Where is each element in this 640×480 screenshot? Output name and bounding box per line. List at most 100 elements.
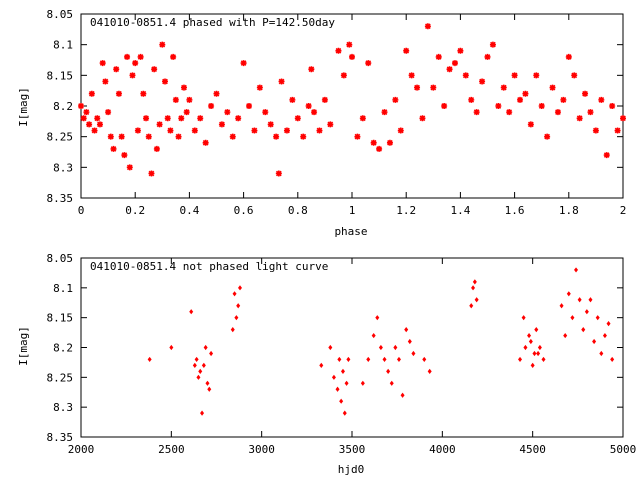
phased-x-tick-label: 1.4 <box>450 204 470 217</box>
phased-light-curve-plot: 041010-0851.4 phased with P=142.50day ph… <box>17 8 626 238</box>
phased-data-point <box>267 121 274 128</box>
phased-data-point <box>598 96 605 103</box>
phased-data-point <box>124 53 131 60</box>
phased-data-point <box>105 109 112 116</box>
phased-data-point <box>446 66 453 73</box>
unphased-data-point <box>236 303 241 309</box>
unphased-y-tick-label: 8.35 <box>47 431 74 444</box>
phased-data-point <box>213 90 220 97</box>
unphased-data-point <box>342 410 347 416</box>
phased-data-point <box>224 109 231 116</box>
phased-data-point <box>162 78 169 85</box>
unphased-data-point <box>169 344 174 351</box>
phased-data-point <box>175 133 182 140</box>
phased-data-point <box>592 127 599 134</box>
phased-data-point <box>614 127 621 134</box>
phased-data-point <box>113 66 120 73</box>
phased-data-point <box>517 96 524 103</box>
unphased-data-point <box>427 368 432 374</box>
unphased-data-point <box>518 356 523 363</box>
phased-data-point <box>430 84 437 91</box>
phased-data-point <box>208 103 215 109</box>
phased-data-point <box>126 164 133 171</box>
phased-data-point <box>359 115 366 122</box>
unphased-data-point <box>404 327 409 333</box>
phased-data-point <box>484 53 491 60</box>
phased-data-point <box>560 96 567 103</box>
phased-data-point <box>99 60 106 67</box>
unphased-plot-title: 041010-0851.4 not phased light curve <box>90 260 328 273</box>
phased-data-point <box>170 53 177 60</box>
phased-y-tick-label: 8.2 <box>53 100 73 113</box>
phased-data-point <box>327 121 334 128</box>
phased-data-point <box>86 121 93 128</box>
unphased-data-point <box>207 386 212 392</box>
unphased-data-point <box>537 344 542 351</box>
phased-data-point <box>381 109 388 116</box>
phased-data-point <box>273 133 280 140</box>
phased-data-point <box>148 170 155 177</box>
phased-data-point <box>462 72 469 79</box>
phased-data-point <box>118 133 125 140</box>
phased-data-point <box>620 115 626 122</box>
phased-data-point <box>609 103 616 109</box>
unphased-y-tick-label: 8.05 <box>47 252 74 265</box>
unphased-x-tick-label: 3000 <box>248 443 275 456</box>
phased-data-point <box>289 96 296 103</box>
phased-data-point <box>370 139 377 146</box>
unphased-data-point <box>189 309 194 315</box>
phased-data-point <box>354 133 361 140</box>
phased-data-point <box>83 109 90 116</box>
unphased-data-point <box>536 350 541 357</box>
phased-data-point <box>565 53 572 60</box>
unphased-data-point <box>237 285 242 291</box>
unphased-y-tick-label: 8.25 <box>47 371 74 384</box>
phased-x-tick-label: 1 <box>349 204 356 217</box>
unphased-data-point <box>566 291 571 297</box>
phased-data-point <box>473 109 480 116</box>
phased-data-point <box>275 170 282 177</box>
unphased-data-point <box>200 410 205 416</box>
phased-plot-y-axis-label: I[mag] <box>17 87 30 127</box>
phased-data-point <box>603 152 610 159</box>
unphased-data-point <box>209 350 214 357</box>
phased-data-point <box>167 127 174 134</box>
unphased-data-point <box>422 356 427 363</box>
unphased-x-tick-label: 4000 <box>429 443 456 456</box>
unphased-data-point <box>192 362 197 368</box>
phased-data-point <box>151 66 158 73</box>
phased-data-point <box>240 60 247 67</box>
unphased-data-point <box>581 327 586 333</box>
unphased-data-point <box>328 344 333 351</box>
unphased-data-point <box>375 315 380 321</box>
unphased-y-tick-label: 8.15 <box>47 312 74 325</box>
phased-data-point <box>316 127 323 134</box>
phased-data-point <box>419 115 426 122</box>
phased-x-tick-label: 0 <box>78 204 85 217</box>
unphased-data-point <box>527 332 532 339</box>
phased-data-point <box>229 133 236 140</box>
phased-data-point <box>88 90 95 97</box>
unphased-data-point <box>331 374 336 380</box>
phased-data-point <box>137 53 144 60</box>
phased-data-point <box>511 72 518 79</box>
phased-data-point <box>522 90 529 97</box>
phased-plot-title: 041010-0851.4 phased with P=142.50day <box>90 16 335 29</box>
phased-data-point <box>256 84 263 91</box>
phased-data-point <box>202 139 209 146</box>
unphased-data-point <box>198 368 203 374</box>
unphased-data-point <box>411 350 416 357</box>
phased-x-tick-label: 0.6 <box>234 204 254 217</box>
phased-y-tick-label: 8.1 <box>53 39 73 52</box>
unphased-data-point <box>595 315 600 321</box>
unphased-data-point <box>203 344 208 351</box>
unphased-data-point <box>335 386 340 392</box>
phased-data-point <box>527 121 534 128</box>
phased-data-point <box>262 109 269 116</box>
phased-data-point <box>533 72 540 79</box>
phased-data-point <box>349 53 355 60</box>
phased-data-point <box>457 47 464 54</box>
phased-data-point <box>91 127 98 134</box>
unphased-data-point <box>371 332 376 339</box>
